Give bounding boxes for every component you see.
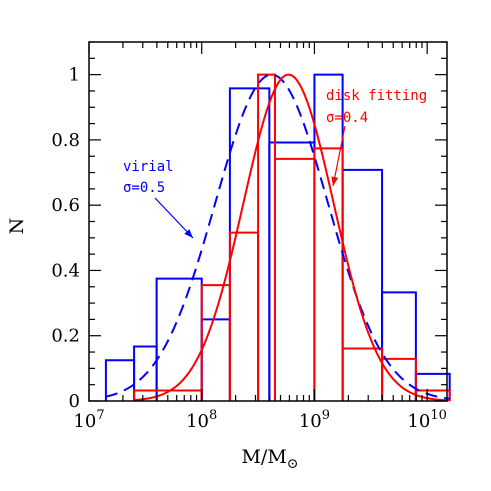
disk-fitting-bin-7 <box>381 357 417 401</box>
disk-fitting-fit-curve <box>134 73 450 402</box>
disk-fitting-bin-6 <box>341 347 384 401</box>
virial-bin-5 <box>268 141 316 401</box>
x-tick-label: 109 <box>299 408 330 432</box>
fit-curves <box>105 73 450 402</box>
tick-labels: 0 0.2 0.4 0.6 0.8 1 107 108 109 1010 <box>51 65 447 432</box>
annotation-virial-label: virial <box>123 159 174 175</box>
x-tick-label: 107 <box>73 408 104 432</box>
disk-fitting-histogram <box>133 73 451 401</box>
annotation-disk-sigma: σ=0.4 <box>326 110 368 126</box>
x-tick-label: 1010 <box>407 408 446 432</box>
x-tick-label: 108 <box>186 408 217 432</box>
y-tick-label: 0.4 <box>51 260 80 281</box>
disk-fitting-bin-5 <box>313 147 344 401</box>
virial-bin-3 <box>200 318 231 401</box>
y-tick-label: 0.8 <box>51 130 80 151</box>
virial-fit-curve <box>105 73 450 400</box>
y-axis-title: N <box>6 218 28 235</box>
virial-arrow-head <box>184 229 193 238</box>
virial-bin-7 <box>341 168 384 401</box>
y-tick-label: 1 <box>69 65 80 86</box>
y-tick-label: 0.6 <box>51 195 80 216</box>
y-tick-label: 0.2 <box>51 326 80 347</box>
virial-histogram <box>104 73 451 401</box>
disk-fitting-bin-1 <box>200 284 231 401</box>
virial-bin-4 <box>228 87 271 401</box>
disk-fitting-bin-3 <box>257 73 276 401</box>
disk-fitting-bin-4 <box>273 157 316 401</box>
annotation-virial-sigma: σ=0.5 <box>123 180 165 196</box>
x-axis-title: M/M⊙ <box>241 446 298 472</box>
y-tick-label: 0 <box>69 391 80 412</box>
disk-fitting-bin-2 <box>228 231 260 401</box>
virial-arrow <box>154 197 194 239</box>
annotation-disk-label: disk fitting <box>326 88 427 104</box>
annotation-arrows <box>154 125 346 239</box>
disk-fitting-arrow <box>332 125 346 187</box>
disk-fitting-arrow-head <box>331 176 339 186</box>
virial-bin-8 <box>381 291 417 401</box>
axis-ticks <box>88 41 447 402</box>
